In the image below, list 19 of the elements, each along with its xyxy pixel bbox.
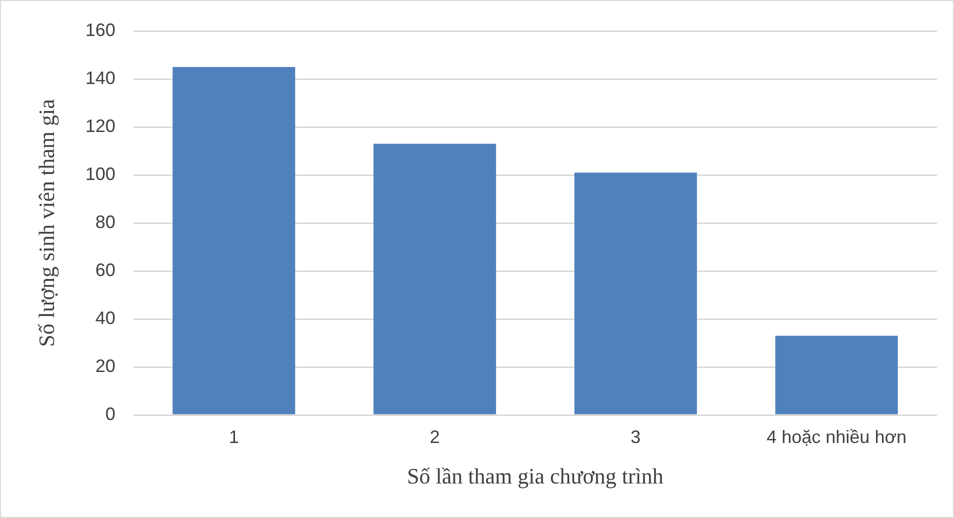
y-tick-label: 80 xyxy=(95,212,116,232)
y-tick-label: 100 xyxy=(85,164,116,184)
x-tick-label: 2 xyxy=(430,426,440,447)
y-tick-label: 120 xyxy=(85,116,116,136)
y-tick-label: 60 xyxy=(95,260,116,280)
x-tick-label: 3 xyxy=(630,426,641,447)
bar xyxy=(374,144,496,414)
y-tick-label: 140 xyxy=(85,68,116,88)
x-axis-title: Số lần tham gia chương trình xyxy=(407,464,664,489)
x-tick-label: 4 hoặc nhiều hơn xyxy=(766,426,907,447)
y-axis-title: Số lượng sinh viên tham gia xyxy=(34,98,59,347)
x-tick-label: 1 xyxy=(228,426,239,447)
bar xyxy=(574,172,697,414)
y-tick-label: 40 xyxy=(95,308,116,328)
bar xyxy=(775,336,898,414)
bar xyxy=(172,67,296,414)
y-tick-label: 20 xyxy=(95,356,116,376)
y-tick-label: 160 xyxy=(85,20,116,40)
y-tick-label: 0 xyxy=(105,404,116,424)
